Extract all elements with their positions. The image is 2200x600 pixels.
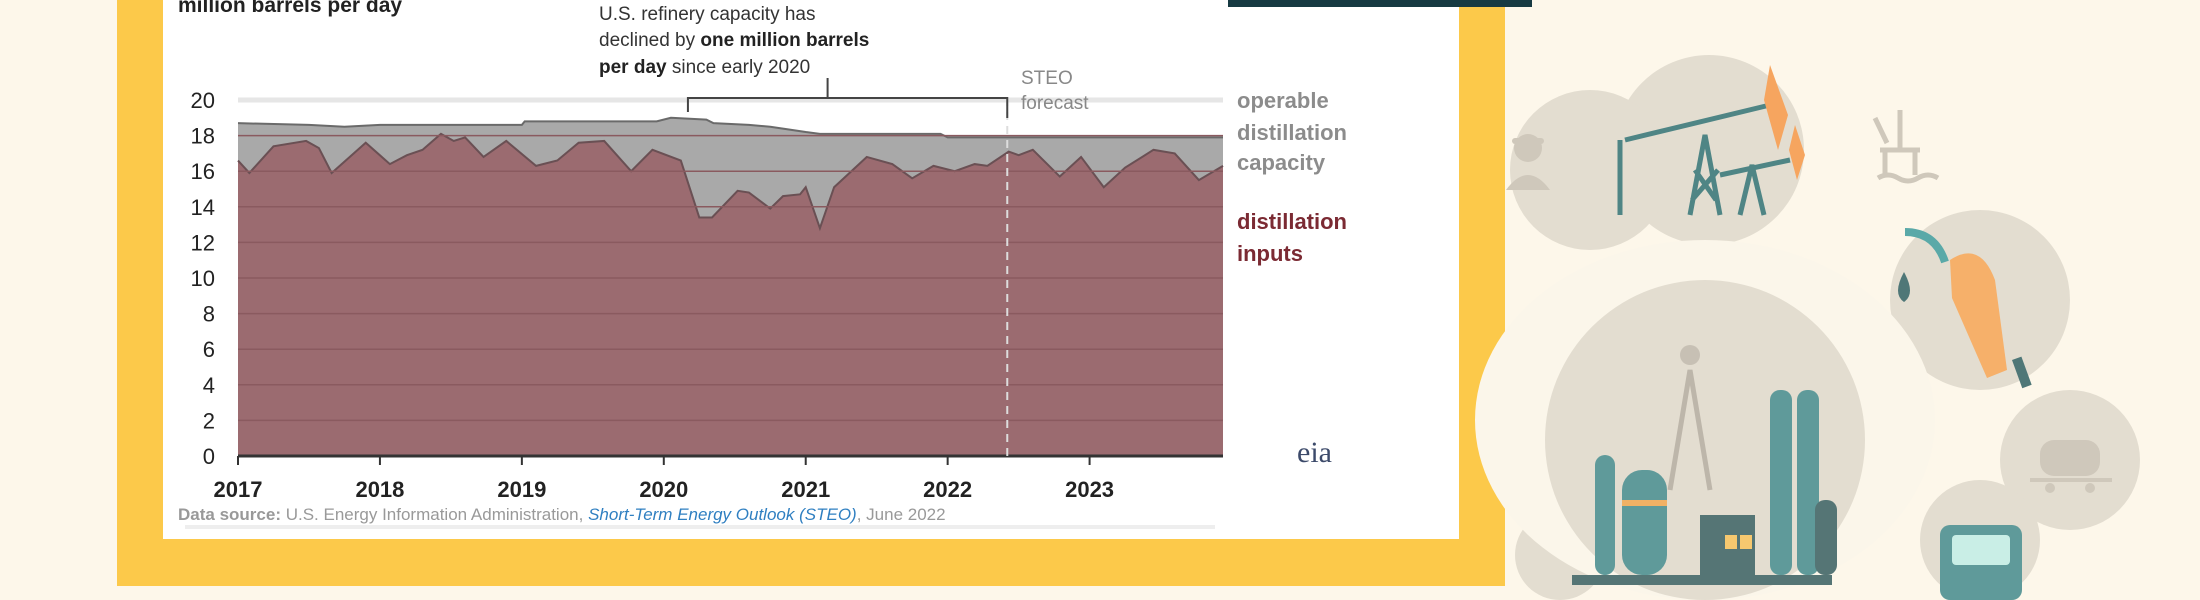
x-tick-label: 2020 [639,477,688,502]
area-distillation-inputs [238,133,1223,456]
oil-drop-icon [1898,272,1910,302]
annotation-line3: per day since early 2020 [599,57,811,78]
legend-inputs-line1: distillation [1237,209,1347,234]
forecast-label-line2: forecast [1021,93,1089,114]
x-tick-label: 2021 [781,477,830,502]
x-tick-label: 2018 [355,477,404,502]
x-tick-label: 2023 [1065,477,1114,502]
annotation-line2: declined by one million barrels [599,30,870,51]
y-axis-unit-label: million barrels per day [178,0,403,17]
line-distillation-inputs [237,132,1224,232]
gas-pump-icon [1940,525,2022,600]
y-tick-label: 8 [203,302,215,327]
legend-capacity-line2: distillation [1237,120,1347,145]
line-operable-capacity [237,116,1223,139]
pump-jack-icon [1617,102,1791,216]
eia-logo: eia [1297,436,1332,469]
forecast-label-line1: STEO [1021,68,1073,89]
y-tick-label: 12 [191,230,215,255]
y-tick-label: 4 [203,373,215,398]
y-tick-label: 10 [191,266,215,291]
y-tick-label: 6 [203,337,215,362]
y-tick-label: 0 [203,444,215,469]
legend-capacity-line1: operable [1237,88,1329,113]
pump-jack-head-icon [1764,65,1805,180]
y-tick-label: 14 [191,195,215,220]
x-tick-label: 2017 [214,477,263,502]
y-tick-label: 16 [191,159,215,184]
background-blobs [1475,55,2140,600]
offshore-rig-icon [1872,110,1940,184]
y-tick-label: 18 [191,124,215,149]
rail-tank-car-icon [2030,440,2112,493]
legend-inputs-line2: inputs [1237,241,1303,266]
chart-svg: 0 2 4 6 8 10 12 14 16 18 20 2017 2018 2019 2020 2021 202… [185,78,1224,529]
y-tick-label: 2 [203,408,215,433]
x-tick-label: 2022 [923,477,972,502]
dark-header-bar [1228,0,1532,7]
refinery-icon [1572,345,1837,585]
y-tick-label: 20 [191,88,215,113]
x-tick-label: 2019 [497,477,546,502]
annotation-bracket [686,78,1009,118]
steo-link-suffix[interactable]: (STEO) [794,505,857,524]
annotation-line1: U.S. refinery capacity has [599,4,816,25]
fuel-nozzle-icon [1904,228,2032,389]
steo-link[interactable]: Short-Term Energy Outlook [588,505,795,524]
worker-icon [1506,134,1550,190]
legend-capacity-line3: capacity [1237,150,1326,175]
data-source-note: Data source: U.S. Energy Information Adm… [178,505,946,524]
